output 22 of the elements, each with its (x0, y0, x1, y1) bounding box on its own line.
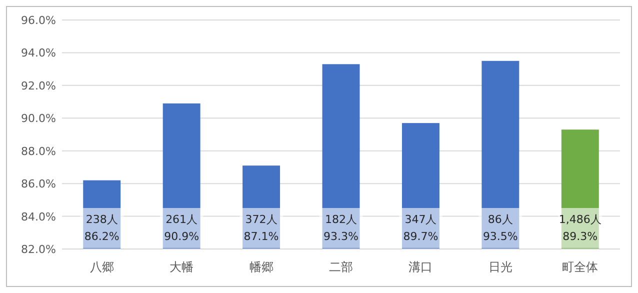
x-tick-label: 日光 (488, 260, 512, 274)
y-tick-label: 96.0% (21, 14, 56, 27)
y-tick-label: 84.0% (21, 210, 56, 224)
y-tick-label: 94.0% (21, 46, 56, 60)
data-label: 372人 87.1% (244, 213, 279, 243)
data-label: 86人 93.5% (482, 213, 518, 243)
x-tick-label: 町全体 (562, 260, 598, 274)
x-tick-label: 二部 (329, 260, 353, 274)
x-tick-label: 溝口 (408, 260, 433, 274)
data-label: 347人 89.7% (403, 213, 438, 243)
x-tick-label: 八郷 (90, 260, 114, 274)
data-label: 238人 86.2% (84, 213, 120, 243)
y-tick-label: 82.0% (21, 243, 56, 256)
y-tick-label: 90.0% (21, 112, 56, 126)
x-tick-label: 幡郷 (249, 260, 274, 274)
data-label: 1,486人 89.3% (558, 213, 602, 243)
data-label: 182人 93.3% (324, 213, 358, 243)
y-tick-label: 88.0% (21, 144, 56, 158)
data-label: 261人 90.9% (164, 213, 200, 243)
y-tick-label: 86.0% (21, 178, 56, 191)
x-tick-label: 大幡 (170, 260, 194, 274)
y-tick-label: 92.0% (21, 79, 56, 92)
